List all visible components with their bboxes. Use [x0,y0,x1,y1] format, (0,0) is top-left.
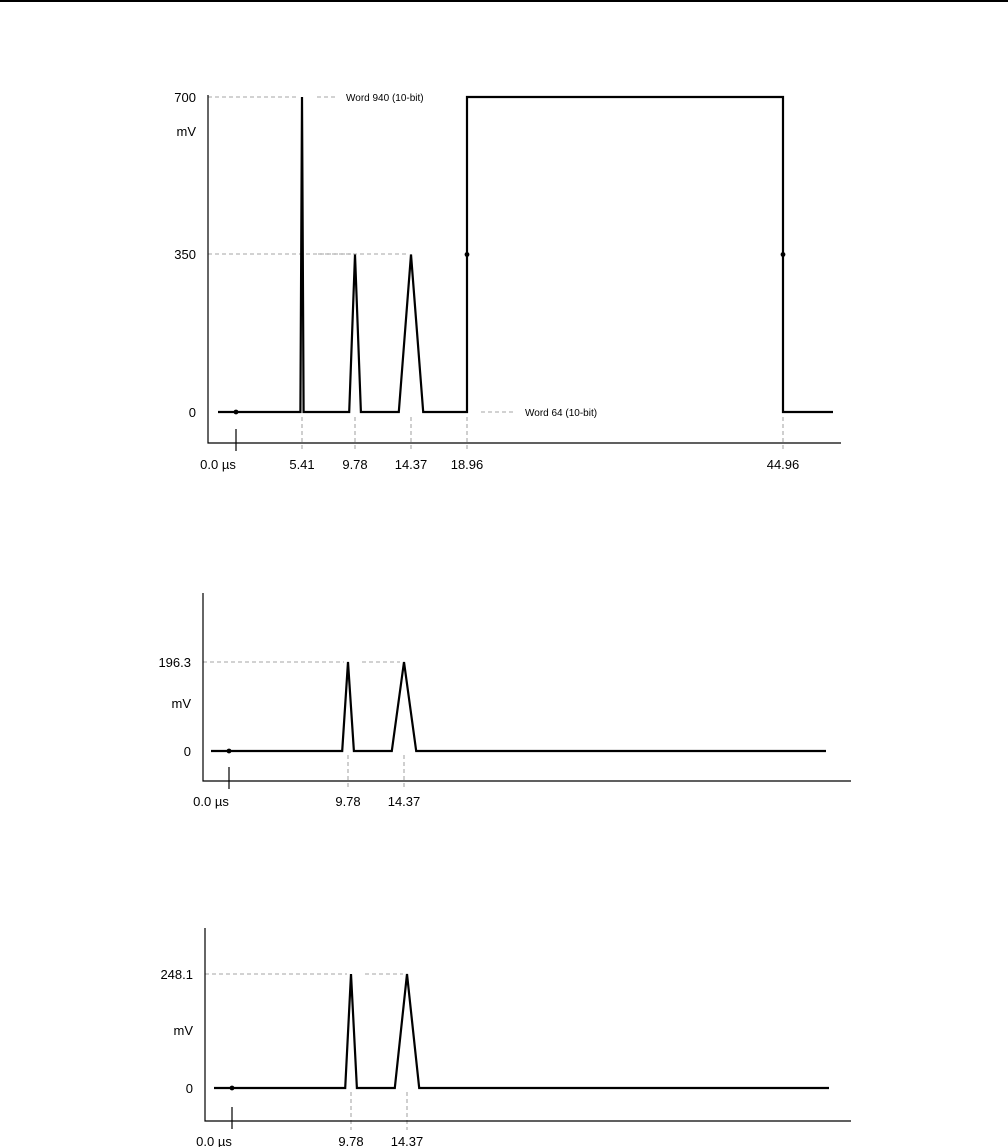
y-tick-label: 0 [184,744,191,759]
x-tick-label: 0.0 µs [193,794,229,809]
y-tick-label: 0 [189,405,196,420]
y-axis-label: mV [174,1023,194,1038]
axes [207,95,841,444]
x-tick-label: 14.37 [388,794,421,809]
data-point-marker-0 [226,748,232,754]
y-tick-label: 700 [174,90,196,105]
waveform-series-0 [218,95,833,414]
x-tick-label: 14.37 [391,1134,424,1147]
y-tick-label: 0 [186,1081,193,1096]
y-tick-label: 350 [174,247,196,262]
page-top-rule [0,0,1008,2]
data-point-marker-2 [780,252,786,257]
x-tick-label: 0.0 µs [200,457,236,472]
y-axis-label: mV [172,696,192,711]
x-tick-label: 5.41 [289,457,314,472]
x-tick-label: 14.37 [395,457,428,472]
data-point-marker-0 [229,1085,235,1091]
data-point-marker-0 [233,409,239,415]
axes [204,928,851,1122]
x-tick-label: 9.78 [335,794,360,809]
waveform-chart-2: 196.3 0 mV 0.0 µs 9.78 14.37 [158,593,851,809]
axes [202,593,851,782]
y-axis-label: mV [177,124,197,139]
y-tick-label: 248.1 [160,967,193,982]
annotation-word-64: Word 64 (10-bit) [525,408,597,419]
x-tick-label: 9.78 [338,1134,363,1147]
annotation-word-940: Word 940 (10-bit) [346,93,424,104]
y-tick-label: 196.3 [158,655,191,670]
x-tick-label: 9.78 [342,457,367,472]
data-point-marker-1 [464,252,470,257]
x-tick-label: 18.96 [451,457,484,472]
x-tick-label: 0.0 µs [196,1134,232,1147]
waveform-chart-1: 700 350 0 mV 0.0 µs 5.41 9.78 14.37 18.96 44.96 Wo… [174,90,841,472]
waveform-chart-3: 248.1 0 mV 0.0 µs 9.78 14.37 [160,928,851,1147]
waveform-series-0 [211,661,826,753]
waveform-series-0 [214,973,829,1090]
x-tick-label: 44.96 [767,457,800,472]
